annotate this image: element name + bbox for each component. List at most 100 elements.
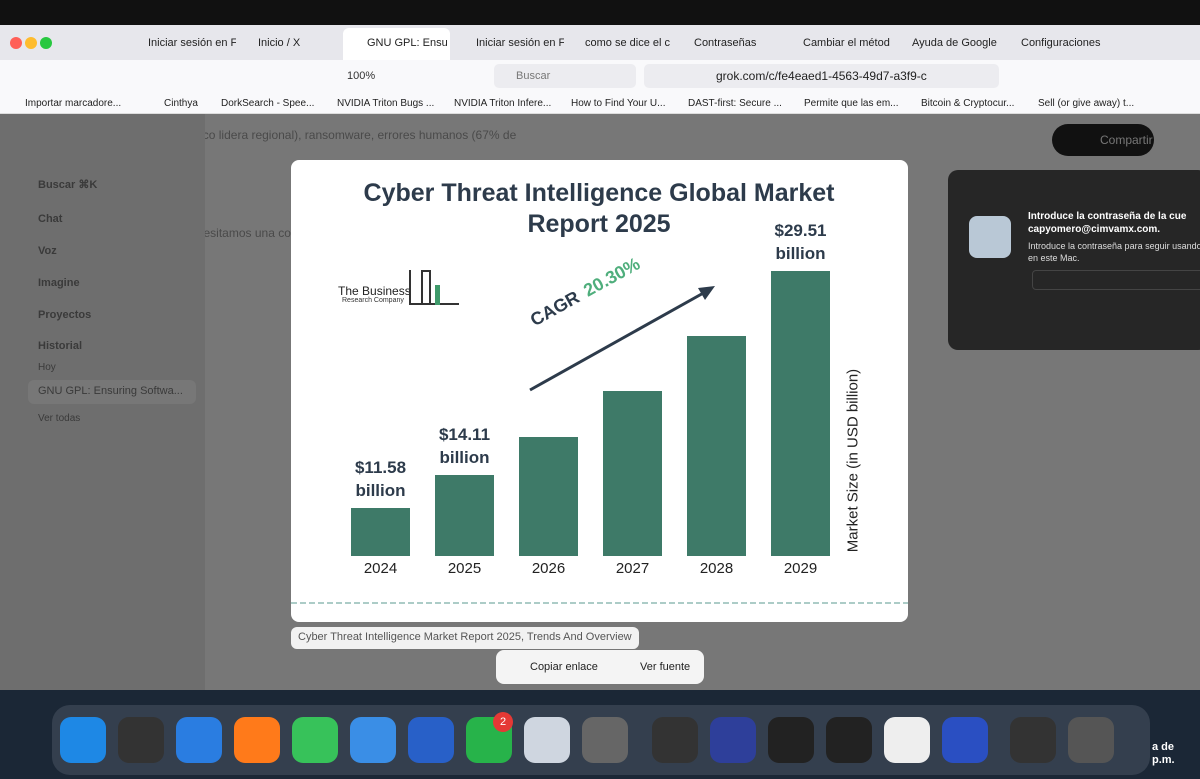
sidebar-item[interactable]: Proyectos bbox=[38, 309, 92, 321]
sidebar-item[interactable]: Buscar ⌘K bbox=[38, 179, 98, 191]
x-tick-label: 2025 bbox=[447, 560, 482, 577]
dock-icon[interactable] bbox=[118, 717, 164, 763]
dock-icon[interactable] bbox=[652, 717, 698, 763]
data-label: $29.51 billion bbox=[774, 220, 827, 263]
logo-text: Research Company bbox=[342, 297, 404, 304]
dock-icon[interactable] bbox=[582, 717, 628, 763]
active-tab bbox=[343, 28, 450, 60]
tab[interactable]: como se dice el c bbox=[585, 37, 670, 49]
sidebar-label: Hoy bbox=[38, 362, 56, 373]
sidebar-item[interactable]: Chat bbox=[38, 213, 63, 225]
search-box[interactable]: Buscar bbox=[494, 64, 636, 88]
clock-text: a de bbox=[1152, 741, 1175, 753]
logo-graphic bbox=[409, 270, 459, 305]
bar bbox=[687, 336, 746, 556]
tab[interactable]: GNU GPL: Ensu bbox=[367, 37, 448, 49]
dock-icon[interactable] bbox=[768, 717, 814, 763]
see-all[interactable]: Ver todas bbox=[38, 413, 81, 424]
password-dialog: Introduce la contraseña de la cue capyom… bbox=[948, 170, 1200, 350]
data-label: $11.58 billion bbox=[354, 458, 407, 501]
dialog-body: Introduce la contraseña para seguir usan… bbox=[1028, 241, 1200, 251]
dock-icon[interactable] bbox=[60, 717, 106, 763]
share-button[interactable]: Compartir bbox=[1052, 124, 1154, 156]
bookmark[interactable]: DorkSearch - Spee... bbox=[221, 98, 315, 109]
history-item[interactable]: GNU GPL: Ensuring Softwa... bbox=[28, 380, 196, 404]
bookmark[interactable]: Permite que las em... bbox=[804, 98, 899, 109]
bookmark[interactable]: Bitcoin & Cryptocur... bbox=[921, 98, 1015, 109]
desktop-clock: a de p.m. bbox=[1152, 741, 1175, 767]
x-tick-label: 2026 bbox=[531, 560, 566, 577]
dock-icon[interactable] bbox=[292, 717, 338, 763]
view-source[interactable]: Ver fuente bbox=[640, 661, 691, 673]
tab[interactable]: Inicio / X bbox=[258, 37, 301, 49]
image-modal: Cyber Threat Intelligence Global Market … bbox=[291, 160, 908, 622]
zoom[interactable]: 100% bbox=[347, 70, 376, 82]
tab[interactable]: Contraseñas bbox=[694, 37, 757, 49]
tab[interactable]: Iniciar sesión en F bbox=[148, 37, 236, 49]
bookmark[interactable]: Cinthya bbox=[164, 98, 198, 109]
sidebar-item[interactable]: Historial bbox=[38, 340, 83, 352]
dock: 2 bbox=[52, 705, 1150, 775]
data-label: $14.11 billion bbox=[438, 424, 491, 467]
bookmark[interactable]: DAST-first: Secure ... bbox=[688, 98, 782, 109]
bookmark[interactable]: Importar marcadore... bbox=[25, 98, 122, 109]
tab[interactable]: Configuraciones bbox=[1021, 37, 1101, 49]
dock-icon[interactable] bbox=[234, 717, 280, 763]
tab[interactable]: Cambiar el métod bbox=[803, 37, 890, 49]
bar bbox=[435, 474, 494, 556]
dialog-account: capyomero@cimvamx.com. bbox=[1028, 224, 1161, 235]
bar bbox=[351, 508, 410, 556]
copy-link[interactable]: Copiar enlace bbox=[530, 661, 598, 673]
dock-icon[interactable] bbox=[1010, 717, 1056, 763]
arrow-line bbox=[529, 289, 708, 392]
toolbar: 100% Buscar grok.com/c/fe4eaed1-4563-49d… bbox=[0, 60, 1200, 92]
window-controls[interactable] bbox=[10, 37, 53, 52]
dock-icon[interactable] bbox=[176, 717, 222, 763]
modal-actions: Copiar enlace Ver fuente bbox=[496, 650, 704, 684]
bookmark[interactable]: NVIDIA Triton Bugs ... bbox=[337, 98, 435, 109]
sidebar-item[interactable]: Voz bbox=[38, 245, 57, 257]
x-tick-label: 2028 bbox=[699, 560, 734, 577]
bookmarks-bar: Importar marcadore... Cinthya DorkSearch -… bbox=[0, 92, 1200, 114]
dock-icon[interactable] bbox=[350, 717, 396, 763]
arrow-head bbox=[698, 286, 715, 300]
logo-bar bbox=[435, 285, 440, 305]
x-tick-label: 2029 bbox=[783, 560, 818, 577]
password-field[interactable] bbox=[1032, 270, 1200, 290]
x-tick-label: 2024 bbox=[363, 560, 398, 577]
dialog-title: Introduce la contraseña de la cue bbox=[1028, 211, 1187, 222]
tab[interactable]: Iniciar sesión en F bbox=[476, 37, 564, 49]
logo-text: The Business bbox=[338, 284, 411, 298]
search-placeholder: Buscar bbox=[516, 70, 551, 82]
dock-icon[interactable] bbox=[884, 717, 930, 763]
dialog-body: en este Mac. bbox=[1028, 253, 1080, 263]
logo-bar bbox=[421, 270, 431, 305]
sidebar: Buscar ⌘K Chat Voz Imagine Proyectos Historia… bbox=[0, 114, 205, 690]
sidebar-item[interactable]: Imagine bbox=[38, 277, 80, 289]
bar bbox=[603, 391, 662, 556]
bar bbox=[519, 436, 578, 556]
dock-icon[interactable] bbox=[408, 717, 454, 763]
badge: 2 bbox=[493, 712, 513, 732]
dock-icon[interactable] bbox=[1068, 717, 1114, 763]
url: grok.com/c/fe4eaed1-4563-49d7-a3f9-c bbox=[716, 69, 927, 83]
bookmark[interactable]: NVIDIA Triton Infere... bbox=[454, 98, 552, 109]
bar bbox=[771, 270, 830, 556]
url-bar[interactable]: grok.com/c/fe4eaed1-4563-49d7-a3f9-c bbox=[644, 64, 999, 88]
dock-icon[interactable] bbox=[710, 717, 756, 763]
chart-title: Cyber Threat Intelligence Global Market … bbox=[363, 179, 835, 238]
image-caption: Cyber Threat Intelligence Market Report … bbox=[291, 627, 639, 649]
dock-icon[interactable] bbox=[524, 717, 570, 763]
dock-icon[interactable] bbox=[942, 717, 988, 763]
x-tick-label: 2027 bbox=[615, 560, 650, 577]
cagr-arrow bbox=[291, 286, 908, 604]
bookmark[interactable]: Sell (or give away) t... bbox=[1038, 98, 1135, 109]
bookmark[interactable]: How to Find Your U... bbox=[571, 98, 666, 109]
tab-bar: Iniciar sesión en F Inicio / X GNU GPL: En… bbox=[0, 25, 1200, 60]
dock-icon[interactable] bbox=[826, 717, 872, 763]
clock-text: p.m. bbox=[1152, 754, 1175, 766]
dialog-icon bbox=[969, 216, 1011, 258]
menu-bar bbox=[0, 0, 1200, 25]
tab[interactable]: Ayuda de Google bbox=[912, 37, 997, 49]
